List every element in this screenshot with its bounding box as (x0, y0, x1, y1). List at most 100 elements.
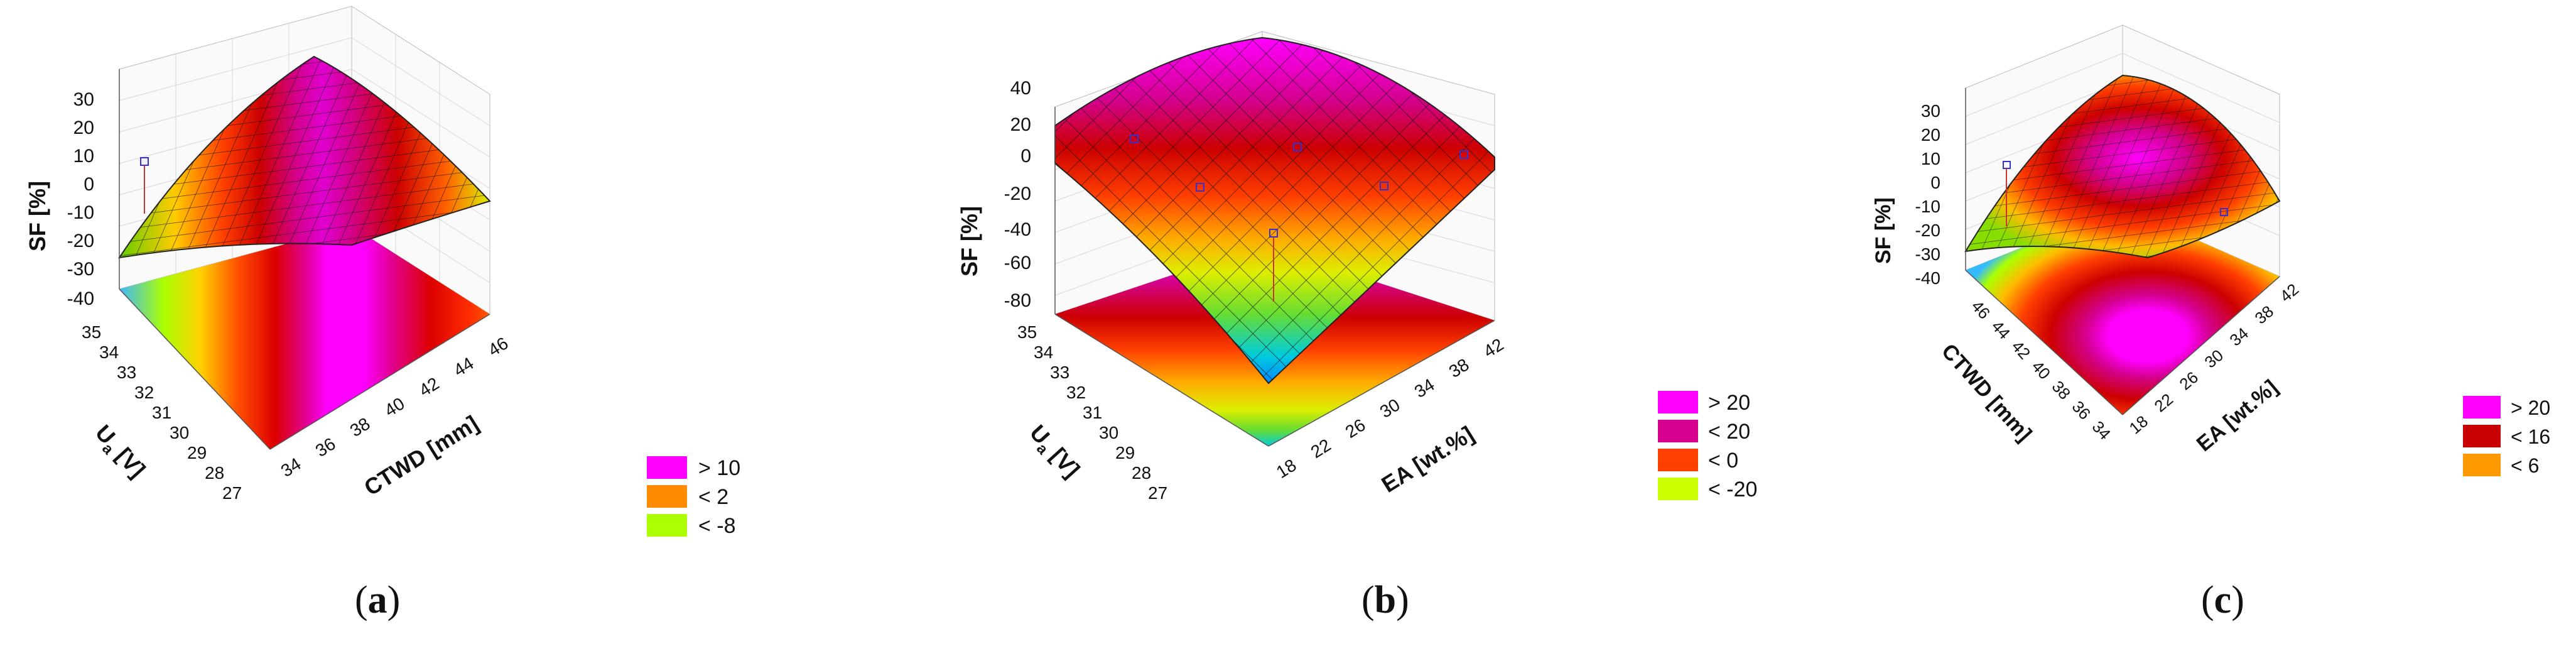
svg-text:30: 30 (1921, 101, 1940, 121)
svg-text:36: 36 (2069, 397, 2095, 424)
legend-swatch (647, 485, 687, 508)
svg-text:22: 22 (1307, 435, 1334, 462)
legend-swatch (2463, 454, 2501, 476)
svg-text:35: 35 (82, 322, 101, 342)
svg-text:< 2: < 2 (698, 485, 728, 509)
z-axis-title: SF [%] (24, 181, 50, 251)
legend-swatch (1658, 478, 1698, 500)
svg-text:29: 29 (1115, 443, 1135, 462)
svg-text:34: 34 (1034, 342, 1053, 362)
svg-text:18: 18 (1273, 455, 1300, 482)
floor-contour (1966, 207, 2280, 415)
svg-text:20: 20 (73, 118, 94, 138)
svg-text:22: 22 (2151, 390, 2177, 416)
svg-text:34: 34 (2226, 324, 2252, 350)
legend-swatch (1658, 449, 1698, 471)
svg-text:36: 36 (312, 434, 339, 461)
svg-text:40: 40 (2028, 357, 2055, 383)
svg-text:38: 38 (2048, 377, 2075, 403)
svg-text:18: 18 (2126, 412, 2151, 438)
svg-text:-30: -30 (1915, 244, 1940, 264)
svg-text:44: 44 (450, 353, 477, 380)
panel-b: 40 20 0 -20 -40 -60 -80 SF [%] 35 34 33 … (867, 0, 1758, 651)
y-axis-title: CTWD [mm] (360, 410, 483, 501)
svg-text:20: 20 (1921, 125, 1940, 145)
svg-text:38: 38 (1446, 354, 1473, 381)
svg-text:30: 30 (170, 423, 189, 442)
legend: > 20 < 16 < 6 (2463, 396, 2550, 477)
design-points (1130, 134, 1468, 238)
svg-text:> 10: > 10 (698, 456, 740, 480)
svg-text:10: 10 (73, 146, 94, 167)
svg-text:-30: -30 (67, 259, 94, 280)
svg-text:33: 33 (1050, 363, 1069, 382)
svg-text:-20: -20 (1915, 221, 1940, 240)
y-axis-title: EA [wt.%] (1377, 421, 1478, 498)
svg-text:27: 27 (222, 483, 242, 503)
svg-text:30: 30 (73, 89, 94, 110)
svg-text:> 20: > 20 (2511, 397, 2550, 419)
legend: > 20 < 20 < 0 < -20 (1658, 391, 1757, 501)
legend-swatch (647, 514, 687, 537)
z-axis-title: SF [%] (1871, 197, 1895, 264)
svg-text:-20: -20 (67, 231, 94, 251)
legend-swatch (1658, 420, 1698, 442)
z-ticks: 30 20 10 0 -10 -20 -30 -40 (1915, 101, 1940, 288)
svg-text:32: 32 (134, 383, 154, 402)
svg-text:30: 30 (2201, 346, 2227, 372)
svg-text:< 16: < 16 (2511, 425, 2550, 448)
legend-swatch (647, 456, 687, 479)
svg-text:42: 42 (2008, 337, 2035, 363)
svg-text:< -20: < -20 (1708, 478, 1757, 501)
svg-text:38: 38 (347, 413, 374, 440)
svg-text:46: 46 (1968, 297, 1994, 323)
svg-text:32: 32 (1066, 383, 1086, 402)
svg-text:42: 42 (416, 373, 443, 400)
svg-text:-20: -20 (1004, 183, 1031, 204)
svg-text:< -8: < -8 (698, 514, 736, 538)
svg-text:-40: -40 (1004, 219, 1031, 240)
svg-text:42: 42 (1480, 334, 1507, 361)
legend-swatch (2463, 425, 2501, 447)
svg-text:> 20: > 20 (1708, 391, 1750, 415)
x-ticks: 35 34 33 32 31 30 29 28 27 (1017, 322, 1167, 503)
legend: > 10 < 2 < -8 (647, 456, 740, 538)
panel-label-c: (c) (2201, 579, 2244, 621)
svg-text:< 6: < 6 (2511, 454, 2539, 477)
svg-text:29: 29 (187, 443, 207, 462)
surface-plot-b: 40 20 0 -20 -40 -60 -80 SF [%] 35 34 33 … (956, 31, 1757, 503)
floor-contour (119, 226, 490, 449)
svg-text:-10: -10 (1915, 197, 1940, 216)
svg-text:-80: -80 (1004, 290, 1031, 311)
legend-swatch (2463, 396, 2501, 418)
svg-text:0: 0 (1020, 146, 1031, 167)
svg-text:10: 10 (1921, 149, 1940, 168)
x-ticks: 35 34 33 32 31 30 29 28 27 (82, 322, 242, 503)
svg-text:46: 46 (485, 333, 512, 360)
legend-swatch (1658, 391, 1698, 413)
svg-text:26: 26 (1342, 415, 1369, 442)
svg-text:-60: -60 (1004, 253, 1031, 273)
panel-c: 30 20 10 0 -10 -20 -30 -40 SF [%] 46 44 … (1771, 0, 2576, 651)
svg-text:34: 34 (278, 454, 305, 481)
z-ticks: 40 20 0 -20 -40 -60 -80 (1004, 78, 1031, 311)
surface-plot-a: 30 20 10 0 -10 -20 -30 -40 SF [%] 35 34 … (24, 6, 740, 538)
svg-text:31: 31 (1083, 403, 1102, 422)
panel-label-b: (b) (1361, 579, 1409, 621)
svg-text:34: 34 (1411, 375, 1438, 402)
svg-text:34: 34 (99, 342, 119, 362)
svg-text:26: 26 (2176, 368, 2202, 394)
svg-text:-40: -40 (67, 288, 94, 309)
svg-text:20: 20 (1010, 114, 1031, 135)
svg-text:35: 35 (1017, 322, 1037, 342)
svg-text:31: 31 (152, 403, 171, 422)
svg-text:0: 0 (1930, 173, 1940, 192)
panel-label-a: (a) (355, 579, 401, 621)
svg-text:-40: -40 (1915, 268, 1940, 288)
svg-text:34: 34 (2089, 417, 2115, 444)
z-axis-title: SF [%] (956, 206, 982, 276)
y-axis-title: EA [wt.%] (2192, 375, 2283, 456)
svg-text:33: 33 (117, 363, 136, 382)
z-ticks: 30 20 10 0 -10 -20 -30 -40 (67, 89, 94, 309)
svg-text:38: 38 (2251, 302, 2277, 328)
